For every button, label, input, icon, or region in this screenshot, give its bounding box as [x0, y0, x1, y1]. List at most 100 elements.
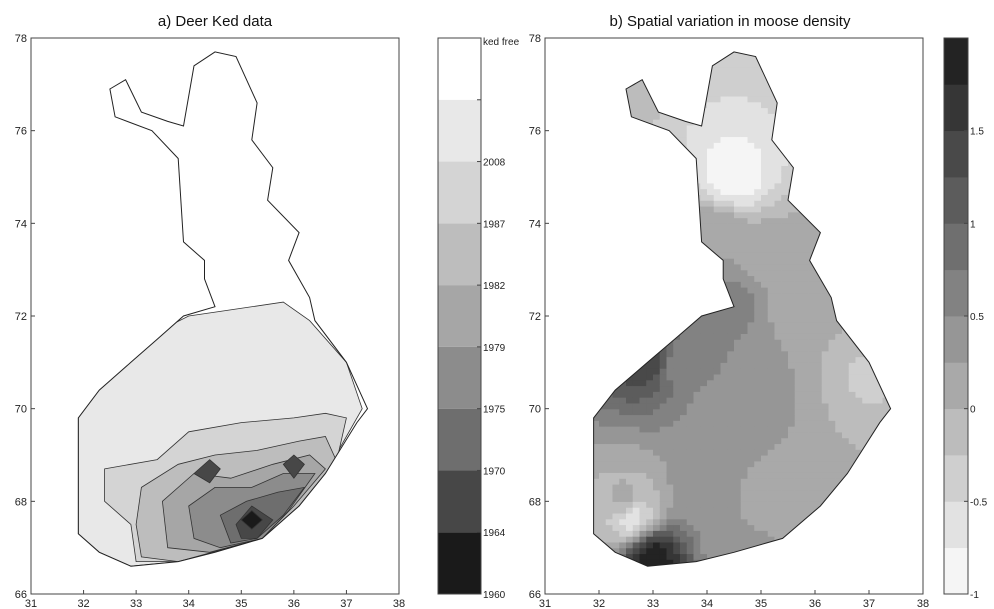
density-cell	[747, 460, 755, 468]
density-cell	[828, 431, 836, 439]
density-cell	[747, 119, 755, 126]
density-cell	[740, 136, 749, 143]
density-cell	[882, 113, 890, 120]
density-cell	[767, 408, 776, 416]
density-cell	[862, 281, 870, 288]
density-cell	[747, 269, 755, 277]
density-cell	[605, 171, 614, 178]
density-cell	[754, 414, 762, 421]
density-cell	[862, 159, 870, 167]
density-cell	[593, 501, 600, 508]
density-cell	[612, 275, 620, 282]
density-cell	[828, 136, 836, 143]
density-cell	[882, 339, 890, 346]
density-cell	[875, 449, 884, 456]
density-cell	[673, 379, 681, 387]
density-cell	[680, 275, 688, 282]
density-cell	[693, 124, 701, 132]
density-cell	[593, 344, 600, 352]
density-cell	[720, 316, 728, 323]
density-cell	[855, 165, 863, 172]
density-cell	[619, 84, 627, 91]
density-cell	[821, 223, 830, 230]
density-cell	[632, 153, 641, 161]
density-cell	[761, 258, 769, 265]
density-cell	[875, 252, 884, 259]
density-cell	[707, 391, 715, 398]
density-cell	[593, 460, 600, 468]
density-cell	[761, 182, 769, 190]
density-cell	[808, 234, 816, 242]
density-cell	[653, 90, 661, 97]
density-cell	[869, 541, 877, 549]
density-cell	[605, 478, 614, 485]
density-cell	[740, 78, 749, 85]
density-cell	[862, 51, 870, 56]
density-cell	[727, 234, 735, 242]
density-cell	[720, 402, 728, 410]
density-cell	[707, 530, 715, 537]
density-cell	[747, 339, 755, 346]
density-cell	[842, 153, 850, 161]
density-cell	[639, 524, 647, 531]
density-cell	[774, 119, 782, 126]
density-cell	[646, 443, 654, 450]
density-cell	[788, 304, 796, 311]
density-cell	[855, 565, 863, 567]
density-cell	[842, 205, 850, 213]
density-cell	[680, 61, 688, 68]
density-cell	[593, 420, 600, 427]
density-cell	[599, 512, 607, 520]
density-cell	[774, 124, 782, 132]
density-cell	[781, 437, 789, 445]
density-cell	[734, 298, 742, 306]
density-cell	[875, 263, 884, 271]
density-cell	[761, 321, 769, 329]
colorbar-label: 1	[970, 219, 976, 230]
colorbar-band	[944, 408, 968, 456]
density-cell	[862, 90, 870, 97]
density-cell	[707, 119, 715, 126]
density-cell	[788, 385, 796, 392]
density-cell	[855, 559, 863, 566]
ked-region-1964	[193, 459, 221, 484]
density-cell	[767, 524, 776, 531]
density-cell	[815, 182, 823, 190]
density-cell	[626, 84, 634, 91]
density-cell	[794, 339, 803, 346]
density-cell	[875, 142, 884, 149]
density-cell	[727, 460, 735, 468]
density-cell	[619, 246, 627, 253]
density-cell	[619, 159, 627, 167]
density-cell	[612, 165, 620, 172]
density-cell	[646, 478, 654, 485]
density-cell	[875, 223, 884, 230]
density-cell	[653, 281, 661, 288]
density-cell	[593, 414, 600, 421]
y-tick-label: 72	[15, 311, 27, 323]
density-cell	[754, 292, 762, 300]
density-cell	[889, 530, 891, 537]
density-cell	[693, 402, 701, 410]
density-cell	[821, 142, 830, 149]
density-cell	[835, 153, 843, 161]
density-cell	[713, 240, 722, 248]
density-cell	[720, 119, 728, 126]
density-cell	[801, 443, 809, 450]
density-cell	[801, 171, 809, 178]
density-cell	[646, 177, 654, 184]
density-cell	[801, 177, 809, 184]
density-cell	[619, 414, 627, 421]
density-cell	[774, 420, 782, 427]
density-cell	[707, 298, 715, 306]
density-cell	[835, 489, 843, 497]
density-cell	[639, 66, 647, 74]
density-cell	[747, 449, 755, 456]
density-cell	[605, 385, 614, 392]
density-cell	[882, 136, 890, 143]
density-cell	[740, 420, 749, 427]
density-cell	[713, 223, 722, 230]
density-cell	[781, 119, 789, 126]
density-cell	[666, 223, 674, 230]
density-cell	[659, 530, 668, 537]
